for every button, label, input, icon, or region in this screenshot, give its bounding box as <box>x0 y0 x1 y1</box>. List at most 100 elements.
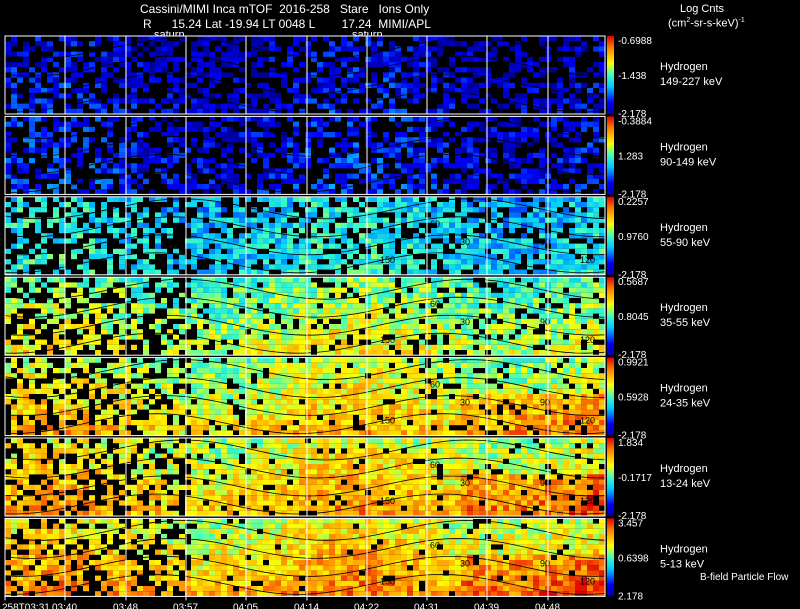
heatmap-cell <box>515 303 521 309</box>
heatmap-cell <box>353 404 359 410</box>
heatmap-cell <box>287 383 293 389</box>
heatmap-cell <box>299 388 305 394</box>
heatmap-cell <box>377 368 383 374</box>
heatmap-cell <box>413 292 419 298</box>
heatmap-cell <box>551 152 557 158</box>
heatmap-cell <box>83 269 89 275</box>
heatmap-cell <box>239 378 245 384</box>
heatmap-cell <box>311 36 317 42</box>
heatmap-cell <box>509 147 515 153</box>
heatmap-cell <box>575 344 581 350</box>
heatmap-cell <box>449 388 455 394</box>
heatmap-cell <box>191 308 197 314</box>
heatmap-cell <box>143 212 149 218</box>
heatmap-cell <box>323 202 329 208</box>
heatmap-cell <box>443 116 449 122</box>
heatmap-cell <box>485 228 491 234</box>
heatmap-cell <box>311 292 317 298</box>
heatmap-cell <box>509 82 515 88</box>
heatmap-cell <box>473 233 479 239</box>
heatmap-cell <box>29 137 35 143</box>
heatmap-cell <box>539 334 545 340</box>
heatmap-cell <box>389 51 395 57</box>
heatmap-cell <box>101 202 107 208</box>
heatmap-cell <box>497 339 503 345</box>
heatmap-cell <box>131 121 137 127</box>
heatmap-cell <box>467 142 473 148</box>
heatmap-cell <box>221 217 227 223</box>
heatmap-cell <box>59 51 65 57</box>
heatmap-cell <box>377 259 383 265</box>
heatmap-cell <box>335 308 341 314</box>
heatmap-cell <box>239 233 245 239</box>
heatmap-cell <box>461 383 467 389</box>
heatmap-cell <box>161 108 167 114</box>
heatmap-cell <box>581 409 587 415</box>
heatmap-cell <box>317 77 323 83</box>
heatmap-cell <box>491 373 497 379</box>
heatmap-cell <box>119 98 125 104</box>
heatmap-cell <box>209 207 215 213</box>
heatmap-cell <box>353 98 359 104</box>
heatmap-cell <box>377 217 383 223</box>
heatmap-cell <box>503 202 509 208</box>
heatmap-cell <box>101 282 107 288</box>
heatmap-cell <box>437 116 443 122</box>
heatmap-cell <box>383 277 389 283</box>
heatmap-cell <box>377 62 383 68</box>
heatmap-cell <box>389 373 395 379</box>
heatmap-cell <box>587 329 593 335</box>
heatmap-cell <box>365 404 371 410</box>
heatmap-cell <box>119 173 125 179</box>
heatmap-cell <box>359 350 365 356</box>
heatmap-cell <box>317 184 323 190</box>
heatmap-cell <box>527 142 533 148</box>
heatmap-cell <box>515 298 521 304</box>
heatmap-cell <box>317 88 323 94</box>
heatmap-cell <box>209 77 215 83</box>
heatmap-cell <box>353 116 359 122</box>
heatmap-cell <box>287 264 293 270</box>
heatmap-cell <box>251 399 257 405</box>
heatmap-cell <box>287 368 293 374</box>
heatmap-cell <box>173 357 179 363</box>
heatmap-cell <box>461 56 467 62</box>
heatmap-cell <box>593 62 599 68</box>
heatmap-cell <box>401 82 407 88</box>
heatmap-cell <box>245 233 251 239</box>
heatmap-cell <box>569 67 575 73</box>
heatmap-cell <box>533 168 539 174</box>
heatmap-cell <box>503 287 509 293</box>
heatmap-cell <box>203 277 209 283</box>
heatmap-cell <box>437 137 443 143</box>
heatmap-cell <box>161 350 167 356</box>
heatmap-cell <box>143 46 149 52</box>
heatmap-cell <box>179 324 185 330</box>
heatmap-cell <box>275 189 281 195</box>
heatmap-cell <box>467 121 473 127</box>
heatmap-cell <box>431 116 437 122</box>
heatmap-cell <box>371 362 377 368</box>
heatmap-cell <box>425 248 431 254</box>
heatmap-cell <box>521 82 527 88</box>
heatmap-cell <box>269 212 275 218</box>
heatmap-cell <box>101 158 107 164</box>
heatmap-cell <box>245 254 251 260</box>
heatmap-cell <box>425 329 431 335</box>
heatmap-cell <box>185 163 191 169</box>
heatmap-cell <box>23 178 29 184</box>
heatmap-cell <box>485 394 491 400</box>
heatmap-cell <box>563 88 569 94</box>
heatmap-cell <box>533 394 539 400</box>
heatmap-cell <box>269 132 275 138</box>
heatmap-cell <box>155 238 161 244</box>
heatmap-cell <box>299 420 305 426</box>
heatmap-cell <box>383 339 389 345</box>
heatmap-cell <box>593 217 599 223</box>
heatmap-cell <box>599 163 605 169</box>
heatmap-cell <box>59 93 65 99</box>
heatmap-cell <box>35 217 41 223</box>
heatmap-cell <box>419 147 425 153</box>
heatmap-cell <box>305 46 311 52</box>
heatmap-cell <box>113 77 119 83</box>
